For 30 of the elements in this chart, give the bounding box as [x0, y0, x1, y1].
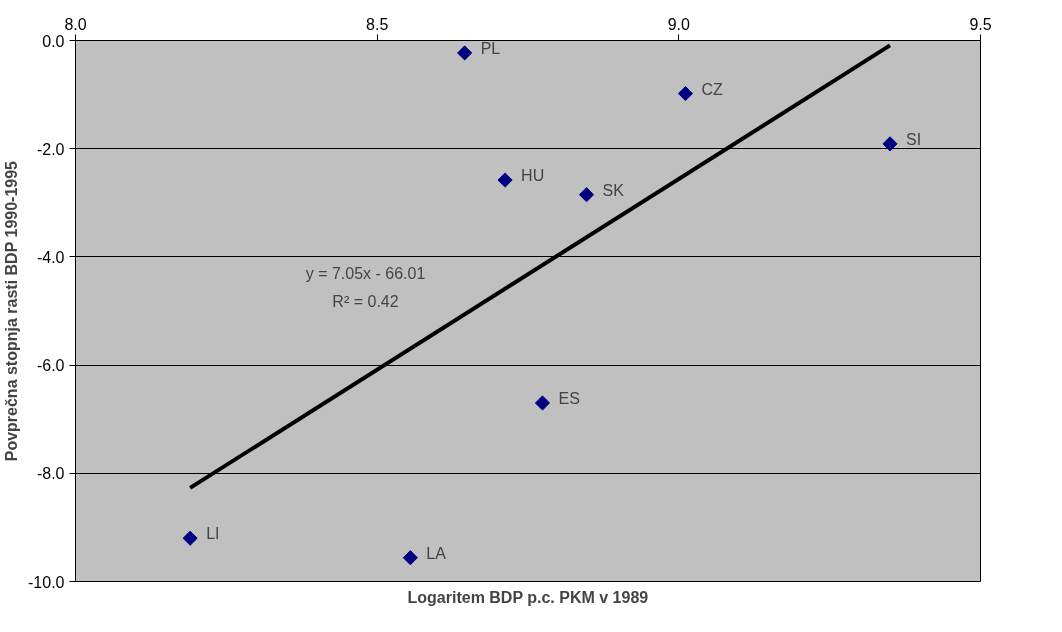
point [497, 172, 513, 188]
annotation: HU [521, 167, 545, 185]
annotation: y = 7.05x - 66.01 [305, 264, 426, 282]
point [182, 530, 198, 546]
annotation: SI [906, 130, 922, 148]
annotation: ES [558, 389, 580, 407]
point [882, 136, 898, 152]
annotation: SK [602, 181, 625, 199]
point [457, 45, 473, 61]
annotation: LA [426, 544, 447, 562]
x-tick-label: 9.0 [667, 15, 691, 33]
point [677, 85, 694, 102]
point [534, 395, 551, 411]
point [402, 550, 418, 566]
y-tick-label: -6.0 [36, 357, 65, 375]
y-axis-title: Povprečna stopnja rasti BDP 1990-1995 [3, 160, 21, 462]
x-tick-label: 8.5 [366, 15, 389, 33]
y-tick-label: 0.0 [42, 32, 65, 50]
x-tick-label: 8.0 [64, 15, 87, 33]
annotation: CZ [701, 80, 724, 98]
x-axis-title: Logaritem BDP p.c. PKM v 1989 [407, 588, 649, 606]
y-tick-label: -8.0 [36, 465, 65, 483]
annotation: PL [480, 39, 501, 57]
x-tick-label: 9.5 [969, 15, 992, 33]
annotation: R² = 0.42 [332, 292, 399, 310]
y-tick-label: -4.0 [36, 248, 65, 266]
y-tick-label: -10.0 [28, 573, 65, 591]
y-tick-label: -2.0 [36, 140, 65, 158]
annotation: LI [206, 525, 220, 543]
point [578, 187, 595, 203]
